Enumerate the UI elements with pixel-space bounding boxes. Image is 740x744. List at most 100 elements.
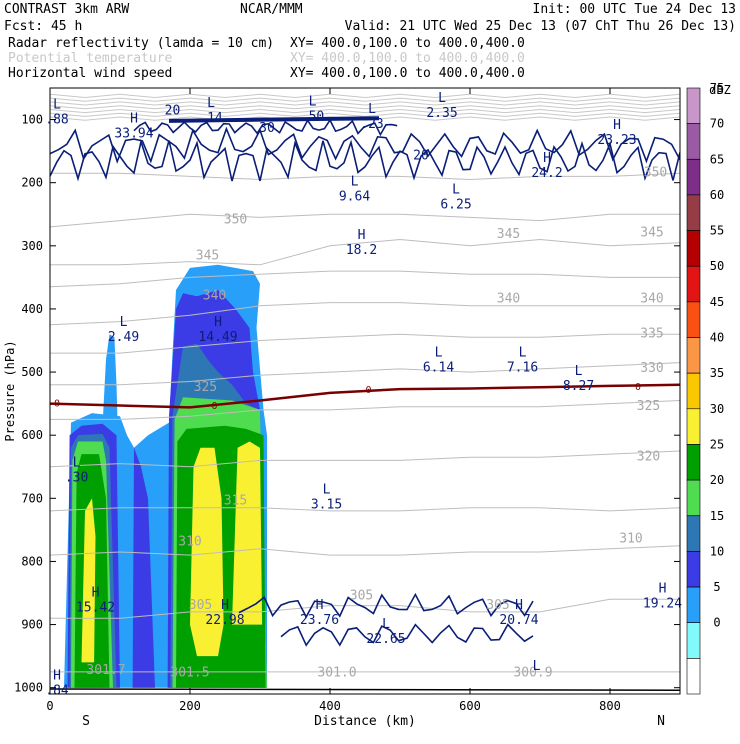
model-title: CONTRAST 3km ARW — [4, 2, 129, 17]
colorbar-level-label: 70 — [710, 117, 724, 131]
extremum-value: 18.2 — [346, 243, 377, 258]
theta-strat-contour-5 — [50, 112, 680, 117]
colorbar-swatch — [686, 622, 701, 659]
extremum-L: L — [438, 91, 446, 106]
wind-contour-20-low-level — [238, 592, 534, 619]
colorbar-swatch — [686, 301, 701, 338]
north-label: N — [657, 714, 665, 729]
extremum-value: 8.27 — [563, 379, 594, 394]
theta-label: 345 — [640, 225, 663, 240]
colorbar-level-label: 0 — [713, 616, 720, 630]
wind-label: 20 — [165, 104, 181, 119]
colorbar-swatch — [686, 551, 701, 588]
extremum-value: 23.76 — [300, 613, 339, 628]
field-label-theta: Potential temperature — [8, 51, 173, 66]
theta-contour-2 — [50, 302, 680, 326]
extremum-value: 20.74 — [499, 613, 538, 628]
y-tick-label: 600 — [21, 428, 43, 442]
theta-label: 325 — [637, 399, 660, 414]
extremum-value: 19.24 — [643, 597, 682, 612]
reflectivity-region-30dbz — [81, 498, 96, 663]
theta-label: 300.9 — [513, 665, 552, 680]
theta-label: 310 — [619, 532, 642, 547]
colorbar-swatch — [686, 123, 701, 160]
extremum-H: H — [358, 228, 366, 243]
wind-label: 30 — [259, 121, 275, 136]
extremum-H: H — [659, 582, 667, 597]
plot-frame — [49, 87, 681, 695]
colorbar-unit: dBZ — [709, 83, 731, 97]
extremum-H: H — [53, 669, 61, 684]
extremum-L: L — [519, 346, 527, 361]
header: CONTRAST 3km ARW NCAR/MMM Init: 00 UTC T… — [4, 2, 736, 81]
theta-strat-contour-0 — [50, 93, 680, 99]
extremum-value: 15.42 — [76, 600, 115, 615]
extremum-value: 22.98 — [205, 613, 244, 628]
colorbar-level-label: 25 — [710, 438, 724, 452]
surface-line — [50, 688, 680, 691]
x-tick-label: 800 — [599, 699, 621, 713]
theta-label: 301.0 — [317, 665, 356, 680]
extremum-L: L — [73, 455, 81, 470]
field-xy-wind: XY= 400.0,100.0 to 400.0,400.0 — [290, 66, 525, 81]
jet-core-contour — [168, 116, 380, 123]
theta-label: 350 — [644, 165, 667, 180]
extremum-value: 14.49 — [198, 330, 237, 345]
wind-contour-20-upper — [50, 126, 680, 164]
extremum-L: L — [207, 96, 215, 111]
theta-contour-9 — [50, 598, 680, 619]
theta-label: 315 — [224, 494, 247, 509]
colorbar-level-label: 40 — [710, 331, 724, 345]
colorbar-level-label: 45 — [710, 295, 724, 309]
theta-strat-contour-4 — [50, 108, 680, 114]
extremum-value: .23 — [360, 117, 383, 132]
extremum-value: .14 — [199, 111, 223, 126]
colorbar-swatch — [686, 159, 701, 196]
theta-strat-contour-3 — [50, 105, 680, 110]
field-xy-reflectivity: XY= 400.0,100.0 to 400.0,400.0 — [290, 36, 525, 51]
field-label-reflectivity: Radar reflectivity (lamda = 10 cm) — [8, 36, 274, 51]
zero-dbz-contour — [50, 383, 680, 409]
extremum-value: .84 — [45, 684, 69, 699]
wind-contour-20-lower — [50, 138, 680, 182]
colorbar-swatch — [686, 444, 701, 481]
extremum-value: 9.64 — [339, 189, 370, 204]
extremum-value: 2.35 — [426, 106, 457, 121]
extremum-value: 33.94 — [114, 126, 153, 141]
theta-label: 320 — [637, 449, 660, 464]
valid-time: Valid: 21 UTC Wed 25 Dec 13 (07 ChT Thu … — [345, 19, 736, 34]
colorbar-swatch — [686, 230, 701, 267]
y-tick-label: 1000 — [14, 681, 43, 695]
y-tick-label: 300 — [21, 239, 43, 253]
colorbar-swatch — [686, 265, 701, 303]
y-tick-label: 800 — [21, 554, 43, 568]
theta-label: 340 — [497, 292, 520, 307]
extremum-L: L — [533, 659, 541, 674]
colorbar-swatch — [686, 408, 701, 445]
theta-label: 345 — [196, 249, 219, 264]
theta-contour-6 — [50, 450, 680, 468]
extremum-L: L — [53, 97, 61, 112]
wind-label: 20 — [413, 148, 429, 163]
y-tick-label: 400 — [21, 302, 43, 316]
y-tick-label: 100 — [21, 113, 43, 127]
extremum-L: L — [368, 102, 376, 117]
colorbar-level-label: 55 — [710, 224, 724, 238]
extremum-H: H — [613, 118, 621, 133]
theta-label: 305 — [189, 598, 212, 613]
zero-dbz-line — [50, 383, 680, 409]
zero-dbz-label: 0 — [635, 382, 641, 393]
theta-contour-4 — [50, 362, 680, 386]
reflectivity-region-30dbz — [190, 447, 224, 657]
x-axis-title: Distance (km) — [314, 714, 416, 729]
theta-label: 340 — [640, 292, 663, 307]
extremum-L: L — [435, 346, 443, 361]
zero-dbz-label: 0 — [365, 385, 371, 396]
theta-label: 330 — [640, 361, 663, 376]
x-tick-label: 400 — [319, 699, 341, 713]
extremum-L: L — [120, 315, 128, 330]
extremum-value: .30 — [65, 470, 88, 485]
theta-label: 310 — [178, 535, 201, 550]
colorbar-level-label: 65 — [710, 152, 724, 166]
colorbar-swatch — [686, 194, 701, 231]
